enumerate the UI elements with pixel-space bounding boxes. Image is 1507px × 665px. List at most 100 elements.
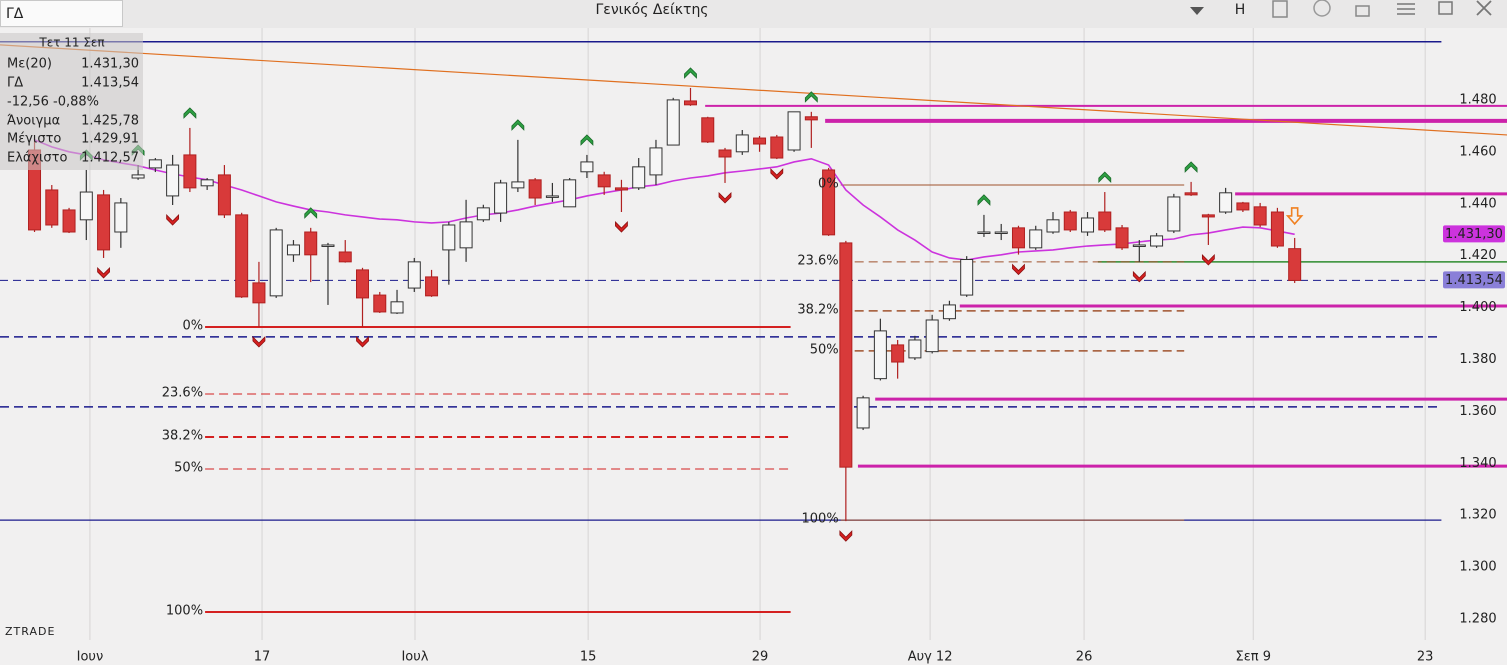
candle-body — [252, 282, 266, 304]
candle-body — [286, 244, 300, 256]
sell-signal — [770, 168, 784, 180]
candle-body — [79, 191, 93, 221]
candle-body — [787, 111, 801, 151]
buy-signal — [304, 207, 318, 219]
watermark: ZTRADE — [5, 625, 55, 638]
x-tick-label: 26 — [1076, 650, 1093, 665]
candle-body — [304, 231, 318, 256]
candle-body — [338, 251, 352, 263]
symbol: ΓΔ — [6, 6, 24, 22]
readout-label: Ελάχιστο — [7, 151, 67, 166]
dropdown-arrow[interactable] — [1190, 7, 1204, 15]
candle-body — [1046, 219, 1060, 233]
candle-body — [632, 166, 646, 189]
candle-body — [459, 221, 473, 249]
candle-body — [476, 207, 490, 221]
candle-body — [597, 174, 611, 188]
period-button[interactable]: H — [1235, 2, 1246, 18]
candle-body — [97, 194, 111, 251]
fib-label: 0% — [182, 318, 203, 333]
readout-panel: Τετ 11 Σεπ -12,56 -0,88% Με(20) 1.431,30 Γ… — [0, 33, 143, 170]
readout-value: 1.429,91 — [81, 132, 139, 147]
candle-body — [269, 229, 283, 297]
candle-body — [321, 244, 335, 247]
y-tick-label: 1.420 — [1459, 248, 1496, 263]
y-tick-label: 1.300 — [1459, 560, 1496, 575]
candle-body — [1253, 206, 1267, 226]
x-tick-label: 23 — [1417, 650, 1434, 665]
y-tick-label: 1.440 — [1459, 196, 1496, 211]
candle-body — [977, 231, 991, 234]
candle-body — [1236, 202, 1250, 211]
y-tick-label: 1.460 — [1459, 144, 1496, 159]
window-icon[interactable] — [1438, 1, 1453, 15]
chart-title: Γενικός Δείκτης — [595, 2, 708, 18]
x-tick-label: Ιουλ — [401, 650, 428, 665]
candle-body — [891, 344, 905, 363]
candle-body — [822, 169, 836, 236]
readout-background — [0, 33, 143, 170]
x-tick-label: 15 — [580, 650, 597, 665]
candle-body — [390, 301, 404, 314]
candle-body — [494, 182, 508, 214]
price-tag — [1443, 271, 1505, 289]
lock-icon[interactable] — [1355, 5, 1370, 17]
x-tick-label: Αυγ 12 — [908, 650, 953, 665]
sell-signal — [1201, 254, 1215, 266]
candle-body — [1184, 192, 1198, 196]
fib-label: 100% — [166, 603, 203, 618]
menu-icon[interactable] — [1397, 3, 1415, 15]
candle-body — [614, 187, 628, 191]
save-icon[interactable] — [1272, 0, 1288, 18]
candle-body — [770, 136, 784, 159]
candle-body — [442, 224, 456, 251]
y-tick-label: 1.380 — [1459, 352, 1496, 367]
buy-signal — [183, 107, 197, 119]
close-icon[interactable] — [1476, 0, 1492, 16]
buy-signal — [1184, 161, 1198, 173]
symbol-input[interactable] — [0, 0, 123, 27]
candle-body — [148, 159, 162, 169]
candle-body — [528, 179, 542, 199]
readout-date: Τετ 11 Σεπ — [38, 36, 104, 50]
comment-icon[interactable] — [1313, 0, 1331, 17]
levels — [0, 41, 1507, 613]
x-tick-label: Ιουν — [77, 650, 104, 665]
candle-body — [183, 154, 197, 189]
toolbar: ΓΔ Γενικός Δείκτης H — [0, 0, 1507, 28]
candle-body — [200, 179, 214, 187]
candle-body — [1029, 229, 1043, 249]
y-tick-label: 1.340 — [1459, 456, 1496, 471]
y-tick-label: 1.320 — [1459, 508, 1496, 523]
candle-body — [407, 261, 421, 289]
candle-body — [580, 161, 594, 173]
buy-signal — [511, 119, 525, 131]
buy-signal — [580, 134, 594, 146]
readout-label: ΓΔ — [7, 76, 23, 91]
candle-body — [718, 149, 732, 158]
candle-body — [925, 319, 939, 353]
candle-body — [701, 117, 715, 143]
x-tick-label: 29 — [752, 650, 769, 665]
readout-label: Μέγιστο — [7, 132, 61, 147]
fib-label: 38.2% — [162, 429, 203, 444]
candle-body — [1115, 227, 1129, 249]
sell-signal — [166, 214, 180, 226]
ma-line — [34, 139, 1295, 261]
alert-signal — [1285, 207, 1304, 226]
fib-label: 23.6% — [797, 253, 838, 268]
readout-value: 1.413,54 — [81, 76, 139, 91]
grid — [89, 28, 1426, 640]
candle-body — [511, 181, 525, 189]
fib-label: 0% — [818, 177, 839, 192]
candle-body — [804, 116, 818, 121]
buy-signal — [1098, 171, 1112, 183]
trendline — [0, 44, 1507, 136]
candle-body — [1081, 217, 1095, 233]
fib-label: 50% — [810, 342, 839, 357]
candle-body — [1132, 244, 1146, 247]
sell-signal — [97, 266, 110, 279]
candle-body — [235, 214, 249, 298]
candles — [28, 67, 1304, 542]
